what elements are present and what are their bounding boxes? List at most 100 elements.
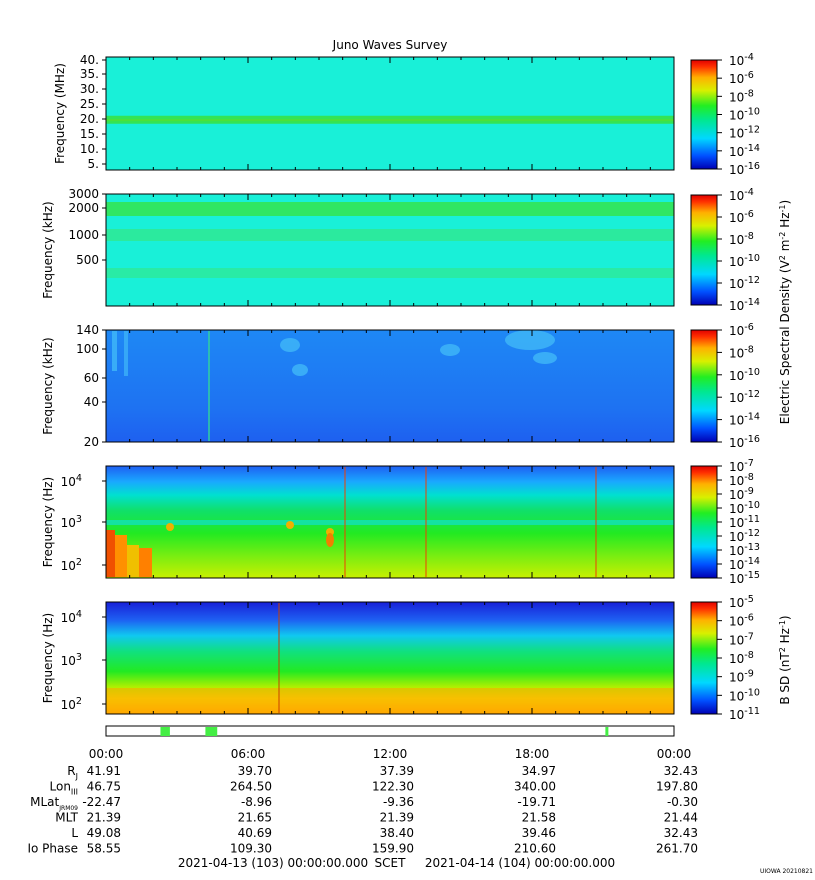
shared-colorbar-label: Electric Spectral Density (V2 m-2 Hz-1) [778,200,792,424]
colorbar-tick-label: 10-8 [729,344,754,360]
y-tick-label: 102 [61,696,82,712]
y-axis-label: Frequency (kHz) [41,337,55,434]
colorbar-tick-label: 10-10 [729,107,760,123]
colorbar [690,465,718,579]
colorbar-tick-label: 10-4 [729,52,754,68]
emission-patch [286,521,294,529]
emission-patch [115,535,127,577]
emission-band [106,268,674,278]
y-axis-label: Frequency (Hz) [41,613,55,704]
figure-title: Juno Waves Survey [332,38,448,52]
colorbar-tick-label: 10-15 [729,570,760,586]
mode-segment [605,727,609,736]
colorbar-tick-label: 10-9 [729,669,754,685]
y-tick-label: 3000 [68,187,99,201]
footer-stamp: UIOWA 20210821 [760,868,813,875]
time-label: 00:00 [89,747,124,761]
mode-segment [160,727,170,736]
y-tick-label: 2000 [68,201,99,215]
y-tick-label: 5. [88,157,99,171]
colorbar [690,329,718,443]
ephemeris-value: -19.71 [517,795,556,809]
emission-patch [166,523,174,531]
instrument-mode-bar [105,725,675,737]
y-tick-label: 35. [80,67,99,81]
time-label: 12:00 [373,747,408,761]
panel-magnetic: 104 103 102 Frequency (Hz) 10-5 10-6 10-7 10-8 1… [41,594,760,722]
ephemeris-value: 21.58 [522,811,556,825]
y-axis-label: Frequency (MHz) [53,63,67,164]
time-label: 06:00 [231,747,266,761]
emission-patch [127,545,139,577]
colorbar-tick-label: 10-10 [729,687,760,703]
spectrogram-background [106,330,674,442]
y-tick-label: 20 [84,435,99,449]
colorbar-tick-label: 10-7 [729,631,754,647]
footer-scet: SCET [375,856,407,870]
ephemeris-row-label: RJ [67,764,78,781]
ephemeris-row-label: L [71,826,78,840]
ephemeris-value: 39.70 [238,764,272,778]
colorbar-tick-label: 10-12 [729,125,760,141]
colorbar-tick-label: 10-8 [729,650,754,666]
colorbar-tick-label: 10-5 [729,594,754,610]
y-tick-label: 104 [61,609,82,625]
ephemeris-value: 34.97 [522,764,556,778]
ephemeris-value: 197.80 [656,780,698,794]
emission-patch [440,344,460,356]
ephemeris-value: 261.70 [656,842,698,856]
colorbar-tick-label: 10-10 [729,253,760,269]
emission-band [106,229,674,241]
colorbar-tick-label: 10-10 [729,367,760,383]
colorbar-tick-label: 10-8 [729,472,754,488]
panel-low-frequency-hz: 104 103 102 Frequency (Hz) 10-710-810-910-10… [41,458,760,586]
ephemeris-row-label: MLatJRM09 [30,795,78,812]
ephemeris-value: 38.40 [380,826,414,840]
y-tick-label: 40. [80,53,99,67]
y-tick-label: 60 [84,371,99,385]
colorbar-tick-label: 10-9 [729,486,754,502]
colorbar-tick-label: 10-16 [729,434,760,450]
ephemeris-value: 58.55 [87,842,121,856]
ephemeris-value: 21.44 [664,811,698,825]
colorbar-tick-label: 10-8 [729,88,754,104]
ephemeris-value: 109.30 [230,842,272,856]
y-tick-label: 15. [80,127,99,141]
ephemeris-value: 40.69 [238,826,272,840]
ephemeris-value: -0.30 [667,795,698,809]
y-tick-label: 500 [76,253,99,267]
ephemeris-value: -8.96 [241,795,272,809]
panel-high-frequency: 40.35.30.25.20.15.10.5. Frequency (MHz) 10… [53,52,760,177]
emission-patch [139,548,152,577]
ephemeris-table: 00:00 06:00 12:00 18:00 00:00 RJ 41.91 39.70 37.… [27,747,698,856]
colorbar-tick-label: 10-10 [729,500,760,516]
ephemeris-value: 21.39 [380,811,414,825]
panel-low-frequency-khz: 140 100 60 40 20 Frequency (kHz) 10-6 10-8 10-10… [41,322,760,450]
y-axis-label: Frequency (Hz) [41,477,55,568]
y-tick-label: 102 [61,557,82,573]
emission-band [106,520,674,525]
emission-patch [280,338,300,352]
y-axis-label: Frequency (kHz) [41,201,55,298]
y-tick-label: 1000 [68,228,99,242]
emission-patch [106,530,115,577]
time-label: 00:00 [657,747,692,761]
y-tick-label: 103 [61,514,82,530]
colorbar-tick-label: 10-7 [729,458,754,474]
colorbar-tick-label: 10-14 [729,143,760,159]
ephemeris-value: 340.00 [514,780,556,794]
ephemeris-value: 49.08 [87,826,121,840]
colorbar-tick-label: 10-8 [729,231,754,247]
emission-patch [124,331,128,376]
ephemeris-value: 21.65 [238,811,272,825]
colorbar-tick-label: 10-12 [729,389,760,405]
colorbar-tick-label: 10-14 [729,412,760,428]
ephemeris-row-label: Io Phase [27,842,78,856]
ephemeris-value: 32.43 [664,764,698,778]
emission-patch [533,352,557,364]
ephemeris-value: 159.90 [372,842,414,856]
y-tick-label: 20. [80,112,99,126]
y-tick-label: 104 [61,473,82,489]
